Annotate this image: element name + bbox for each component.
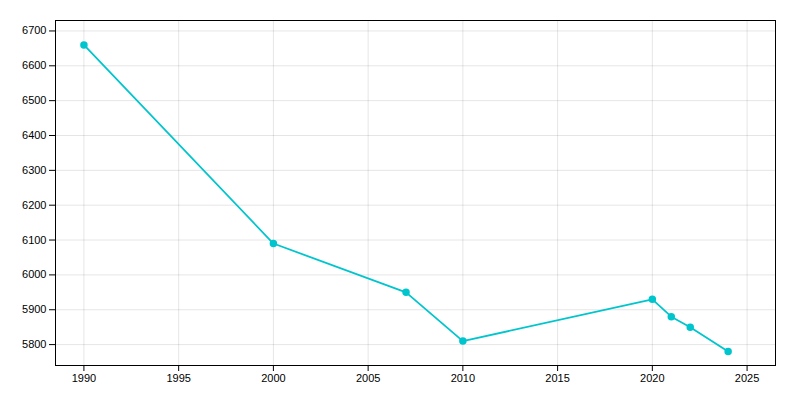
svg-text:2015: 2015	[545, 372, 569, 384]
svg-text:5800: 5800	[22, 338, 46, 350]
svg-text:6200: 6200	[22, 199, 46, 211]
svg-text:6400: 6400	[22, 129, 46, 141]
svg-text:5900: 5900	[22, 303, 46, 315]
svg-text:6600: 6600	[22, 59, 46, 71]
svg-text:2020: 2020	[640, 372, 664, 384]
svg-text:6300: 6300	[22, 164, 46, 176]
svg-text:6700: 6700	[22, 24, 46, 36]
svg-text:6000: 6000	[22, 268, 46, 280]
svg-text:6100: 6100	[22, 234, 46, 246]
svg-text:1995: 1995	[166, 372, 190, 384]
svg-text:2005: 2005	[356, 372, 380, 384]
svg-text:2000: 2000	[261, 372, 285, 384]
svg-text:1990: 1990	[72, 372, 96, 384]
svg-text:2010: 2010	[451, 372, 475, 384]
svg-text:2025: 2025	[735, 372, 759, 384]
svg-text:6500: 6500	[22, 94, 46, 106]
